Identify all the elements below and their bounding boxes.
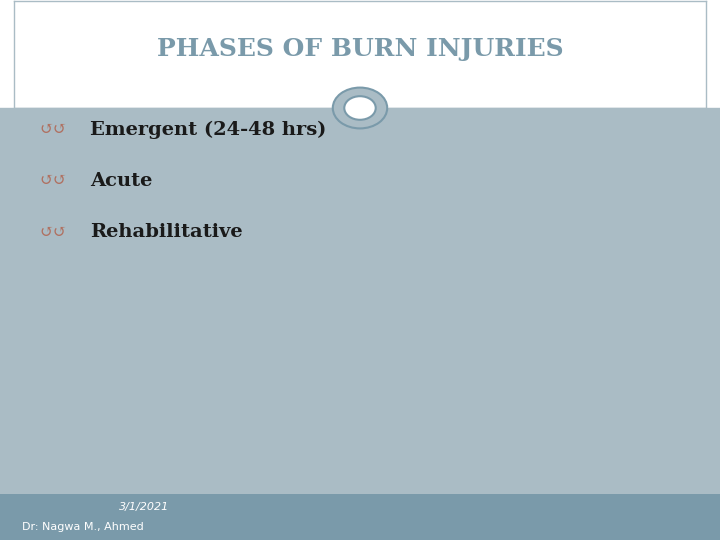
Bar <box>0 108 720 494</box>
Bar <box>0 0 720 108</box>
Circle shape <box>333 87 387 129</box>
Text: Dr: Nagwa M., Ahmed: Dr: Nagwa M., Ahmed <box>22 522 143 532</box>
Text: Rehabilitative: Rehabilitative <box>90 223 243 241</box>
Text: PHASES OF BURN INJURIES: PHASES OF BURN INJURIES <box>157 37 563 60</box>
Circle shape <box>344 96 376 120</box>
Text: ↺↺: ↺↺ <box>40 224 68 241</box>
Text: Acute: Acute <box>90 172 153 190</box>
Text: ↺↺: ↺↺ <box>40 121 68 138</box>
Text: 3/1/2021: 3/1/2021 <box>119 502 169 512</box>
Text: ↺↺: ↺↺ <box>40 172 68 190</box>
Bar <box>0 494 720 540</box>
Text: Emergent (24-48 hrs): Emergent (24-48 hrs) <box>90 120 326 139</box>
